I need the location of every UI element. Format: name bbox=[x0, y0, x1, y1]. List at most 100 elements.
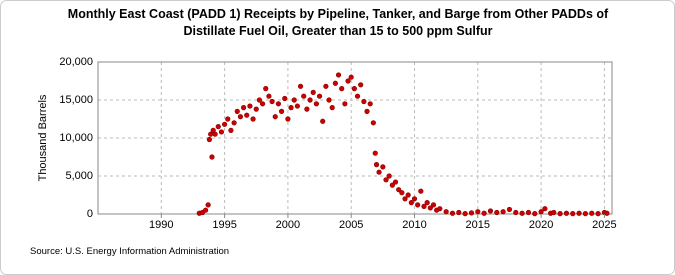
data-point bbox=[294, 103, 300, 109]
data-point bbox=[247, 103, 253, 109]
y-tick-label: 20,000 bbox=[59, 56, 93, 68]
data-point bbox=[313, 101, 319, 107]
x-tick-label: 2005 bbox=[339, 219, 363, 231]
data-point bbox=[449, 210, 456, 216]
data-point bbox=[329, 104, 335, 111]
data-point bbox=[209, 154, 215, 160]
plot-area bbox=[97, 61, 613, 215]
data-point bbox=[345, 78, 351, 84]
data-point bbox=[380, 164, 386, 170]
data-point bbox=[332, 80, 338, 86]
data-point bbox=[266, 93, 272, 99]
data-point bbox=[430, 202, 437, 208]
data-point bbox=[542, 206, 548, 212]
data-point bbox=[205, 202, 211, 208]
data-point bbox=[418, 188, 424, 194]
data-point bbox=[206, 136, 213, 143]
data-point bbox=[519, 210, 525, 216]
source-note: Source: U.S. Energy Information Administ… bbox=[30, 246, 229, 257]
data-point bbox=[370, 120, 376, 126]
data-point bbox=[253, 106, 259, 112]
data-point bbox=[402, 196, 408, 202]
data-point bbox=[218, 129, 225, 135]
x-tick-label: 2000 bbox=[276, 219, 300, 231]
data-point bbox=[427, 205, 433, 211]
chart-title: Monthly East Coast (PADD 1) Receipts by … bbox=[68, 7, 609, 21]
data-point bbox=[234, 108, 240, 114]
y-axis-label: Thousand Barrels bbox=[37, 94, 49, 181]
data-point bbox=[462, 211, 468, 217]
data-point bbox=[551, 209, 557, 216]
data-point bbox=[386, 173, 392, 179]
data-point bbox=[237, 114, 244, 120]
data-point bbox=[364, 108, 370, 114]
data-point bbox=[310, 89, 316, 95]
x-tick-label: 1995 bbox=[212, 219, 236, 231]
data-point bbox=[228, 127, 234, 133]
data-point bbox=[351, 85, 357, 92]
data-point bbox=[269, 98, 275, 105]
data-point bbox=[335, 72, 342, 78]
data-point bbox=[570, 211, 576, 217]
data-point bbox=[538, 209, 544, 215]
data-point bbox=[263, 85, 269, 92]
data-point bbox=[411, 196, 418, 202]
data-point bbox=[557, 211, 563, 217]
data-point bbox=[259, 101, 266, 107]
data-point bbox=[421, 203, 427, 209]
data-point bbox=[203, 207, 209, 213]
data-point bbox=[376, 169, 382, 175]
data-point bbox=[222, 121, 228, 127]
data-point bbox=[212, 131, 218, 137]
data-point bbox=[506, 206, 513, 213]
data-point bbox=[525, 209, 532, 216]
data-point bbox=[367, 101, 373, 107]
y-tick-label: 10,000 bbox=[59, 132, 93, 144]
data-point bbox=[326, 97, 332, 103]
data-point bbox=[307, 97, 313, 103]
data-point bbox=[389, 182, 395, 188]
data-point bbox=[291, 97, 297, 103]
data-point bbox=[494, 209, 500, 216]
data-point bbox=[231, 120, 237, 126]
data-point bbox=[225, 116, 231, 122]
data-point bbox=[275, 101, 282, 107]
data-point bbox=[288, 104, 294, 111]
data-point bbox=[316, 93, 323, 99]
data-point bbox=[405, 192, 411, 198]
data-point bbox=[415, 202, 421, 208]
data-point bbox=[285, 116, 291, 122]
mark-layer bbox=[196, 72, 610, 217]
data-point bbox=[500, 209, 506, 215]
data-point bbox=[372, 150, 378, 156]
data-point bbox=[282, 95, 288, 102]
data-point bbox=[215, 123, 221, 130]
data-point bbox=[582, 211, 589, 217]
x-tick-label: 2015 bbox=[466, 219, 490, 231]
data-point bbox=[513, 209, 519, 216]
chart-subtitle: Distillate Fuel Oil, Greater than 15 to … bbox=[183, 24, 492, 38]
y-tick-label: 15,000 bbox=[59, 94, 93, 106]
data-point bbox=[487, 208, 494, 214]
data-point bbox=[383, 177, 389, 183]
y-tick-label: 0 bbox=[87, 208, 93, 220]
data-point bbox=[532, 211, 538, 217]
data-point bbox=[563, 210, 570, 216]
data-point bbox=[437, 206, 443, 212]
x-tick-label: 2025 bbox=[592, 219, 616, 231]
data-point bbox=[348, 74, 354, 80]
data-point bbox=[323, 83, 329, 89]
data-point bbox=[475, 209, 481, 215]
x-tick-label: 2020 bbox=[529, 219, 553, 231]
data-point bbox=[244, 112, 250, 118]
data-point bbox=[358, 82, 364, 88]
data-point bbox=[604, 210, 610, 216]
data-point bbox=[278, 108, 285, 114]
data-point bbox=[595, 211, 601, 217]
data-point bbox=[408, 200, 414, 206]
data-point bbox=[240, 104, 247, 111]
data-point bbox=[589, 210, 595, 216]
data-point bbox=[424, 200, 430, 206]
data-point bbox=[468, 210, 475, 216]
